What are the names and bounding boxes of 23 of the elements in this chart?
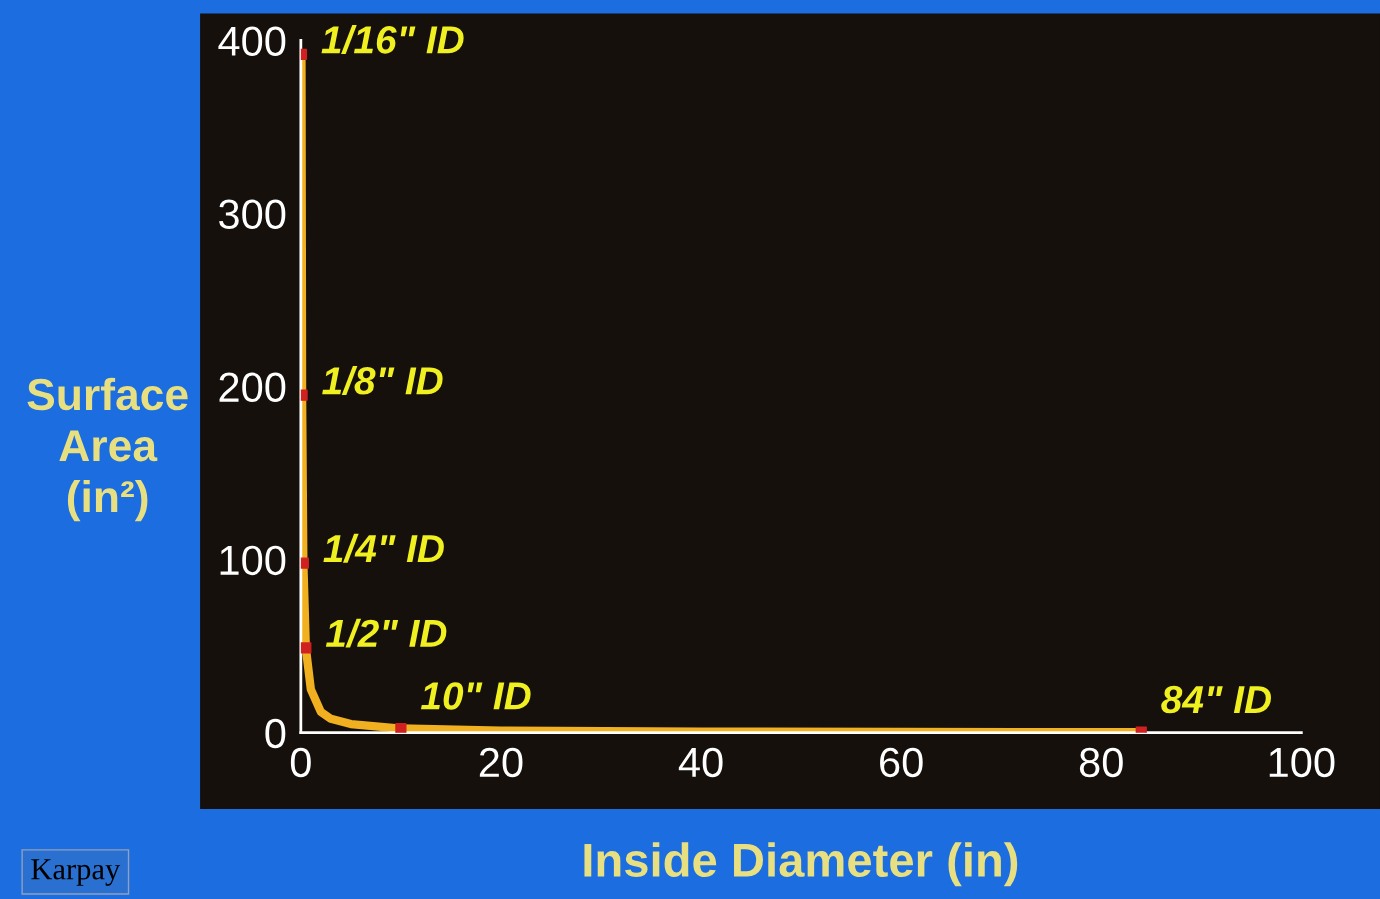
x-tick-label: 20	[479, 747, 523, 778]
annotation: 1/8" ID	[322, 365, 443, 395]
x-tick-label: 80	[1079, 747, 1123, 778]
x-tick-label: 0	[290, 747, 311, 778]
annotation: 10" ID	[420, 682, 531, 710]
annotation: 84" ID	[1161, 685, 1271, 714]
x-tick-label: 60	[880, 747, 923, 778]
text: Karpay	[31, 859, 121, 886]
y-axis-title: Surface Area (in²)	[27, 377, 188, 522]
point	[300, 642, 312, 654]
point	[300, 557, 309, 569]
x-tick-label: 40	[678, 747, 723, 778]
y-tick-label: 200	[219, 372, 286, 403]
annotation: 1/4" ID	[323, 533, 444, 563]
point	[395, 722, 407, 733]
y-tick-label: 400	[218, 26, 286, 56]
y-tick-label: 300	[219, 199, 286, 230]
x-tick-label: 100	[1269, 747, 1335, 778]
x-axis-title: Inside Diameter (in)	[584, 842, 1018, 887]
y-tick-label: 100	[220, 545, 286, 576]
y-tick-label: 0	[265, 718, 286, 749]
annotation: 1/2" ID	[325, 618, 447, 648]
annotation: 1/16" ID	[321, 25, 464, 55]
